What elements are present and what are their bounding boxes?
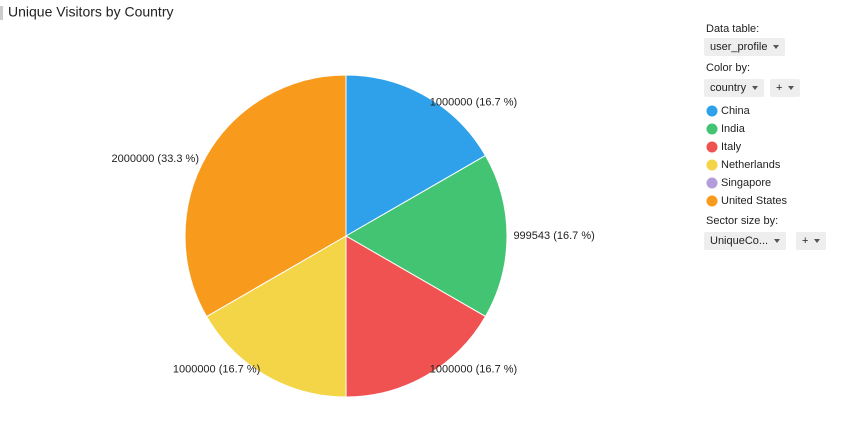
pie-slice	[345, 74, 487, 237]
dropdown[interactable]: country	[704, 79, 765, 97]
legend-swatch	[706, 177, 718, 189]
data-label: 999543 (16.7 %)	[513, 230, 594, 242]
pie-slice	[345, 235, 487, 398]
chart-title: Unique Visitors by Country	[8, 4, 173, 20]
legend-swatch	[706, 159, 718, 171]
data-label: 1000000 (16.7 %)	[430, 363, 517, 375]
legend-swatch	[706, 195, 718, 207]
pie-slice	[184, 74, 347, 318]
pie-slice	[344, 154, 508, 318]
legend-swatch	[706, 123, 718, 135]
data-label: 1000000 (16.7 %)	[430, 97, 517, 109]
data-label: 1000000 (16.7 %)	[173, 363, 260, 375]
add-button[interactable]: +	[770, 79, 801, 97]
label: Data table:	[706, 23, 760, 35]
add-button[interactable]: +	[796, 232, 827, 250]
legend-label: Singapore	[721, 177, 771, 189]
data-label: 2000000 (33.3 %)	[112, 153, 199, 165]
dropdown[interactable]: UniqueCo...	[704, 232, 787, 250]
legend-label: India	[721, 123, 746, 135]
title-marker	[0, 6, 3, 20]
pie-slice	[205, 235, 347, 398]
legend-label: Italy	[721, 141, 742, 153]
dropdown[interactable]: user_profile	[704, 38, 786, 56]
label: Color by:	[706, 62, 751, 74]
label: Sector size by:	[706, 215, 779, 227]
legend-label: United States	[721, 195, 788, 207]
legend-swatch	[706, 105, 718, 117]
legend-label: Netherlands	[721, 159, 781, 171]
legend-label: China	[721, 105, 751, 117]
legend-swatch	[706, 141, 718, 153]
